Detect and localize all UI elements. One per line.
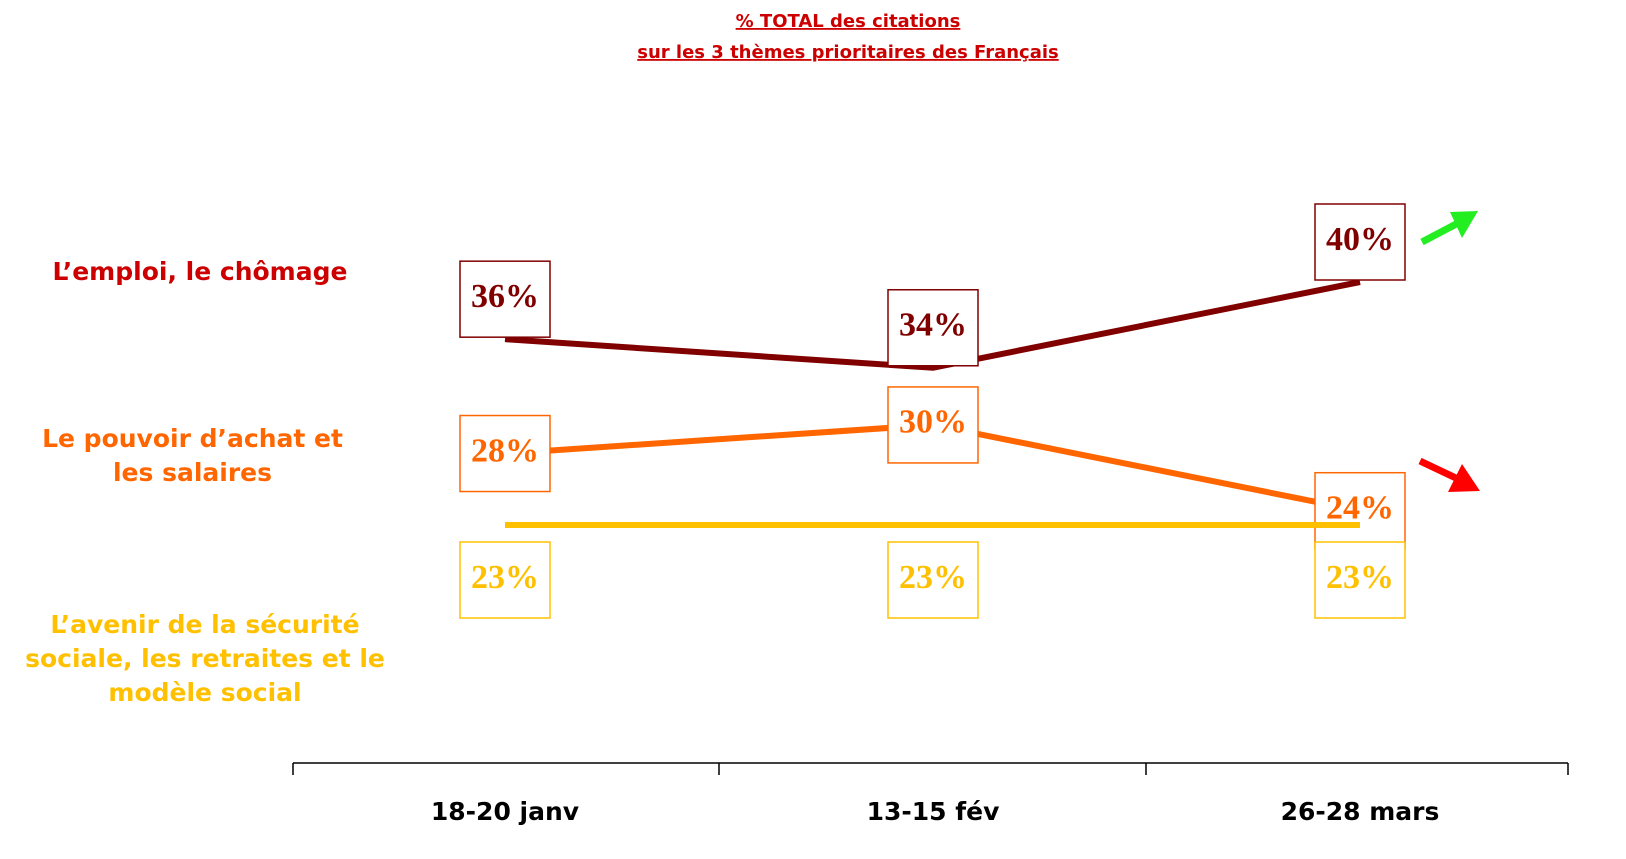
value-box — [887, 541, 979, 619]
value-box — [887, 289, 979, 367]
x-tick-label: 13-15 fév — [867, 797, 1000, 826]
series-label: L’avenir de la sécurité sociale, les ret… — [25, 610, 385, 707]
value-label: 36% — [471, 278, 539, 315]
x-axis-ticks — [292, 763, 1569, 775]
value-label: 24% — [1326, 490, 1394, 527]
value-label: 34% — [899, 307, 967, 344]
value-box — [1314, 541, 1406, 619]
series-label: L’emploi, le chômage — [52, 257, 348, 286]
down-arrow — [1418, 457, 1480, 492]
chart-title: % TOTAL des citations — [736, 11, 961, 32]
value-label: 23% — [899, 559, 967, 596]
x-tick-label: 26-28 mars — [1281, 797, 1440, 826]
value-box — [1314, 203, 1406, 281]
x-tick-label: 18-20 janv — [431, 797, 579, 826]
up-arrow — [1420, 211, 1478, 246]
series-line — [504, 279, 1361, 371]
value-label: 30% — [899, 404, 967, 441]
value-box — [459, 541, 551, 619]
chart-subtitle: sur les 3 thèmes prioritaires des França… — [637, 42, 1058, 63]
value-box — [887, 386, 979, 464]
value-label: 28% — [471, 432, 539, 469]
value-label: 23% — [1326, 559, 1394, 596]
series-label: Le pouvoir d’achat et les salaires — [42, 424, 343, 487]
value-label: 23% — [471, 559, 539, 596]
value-box — [459, 260, 551, 338]
value-label: 40% — [1326, 221, 1394, 258]
value-box — [459, 414, 551, 493]
